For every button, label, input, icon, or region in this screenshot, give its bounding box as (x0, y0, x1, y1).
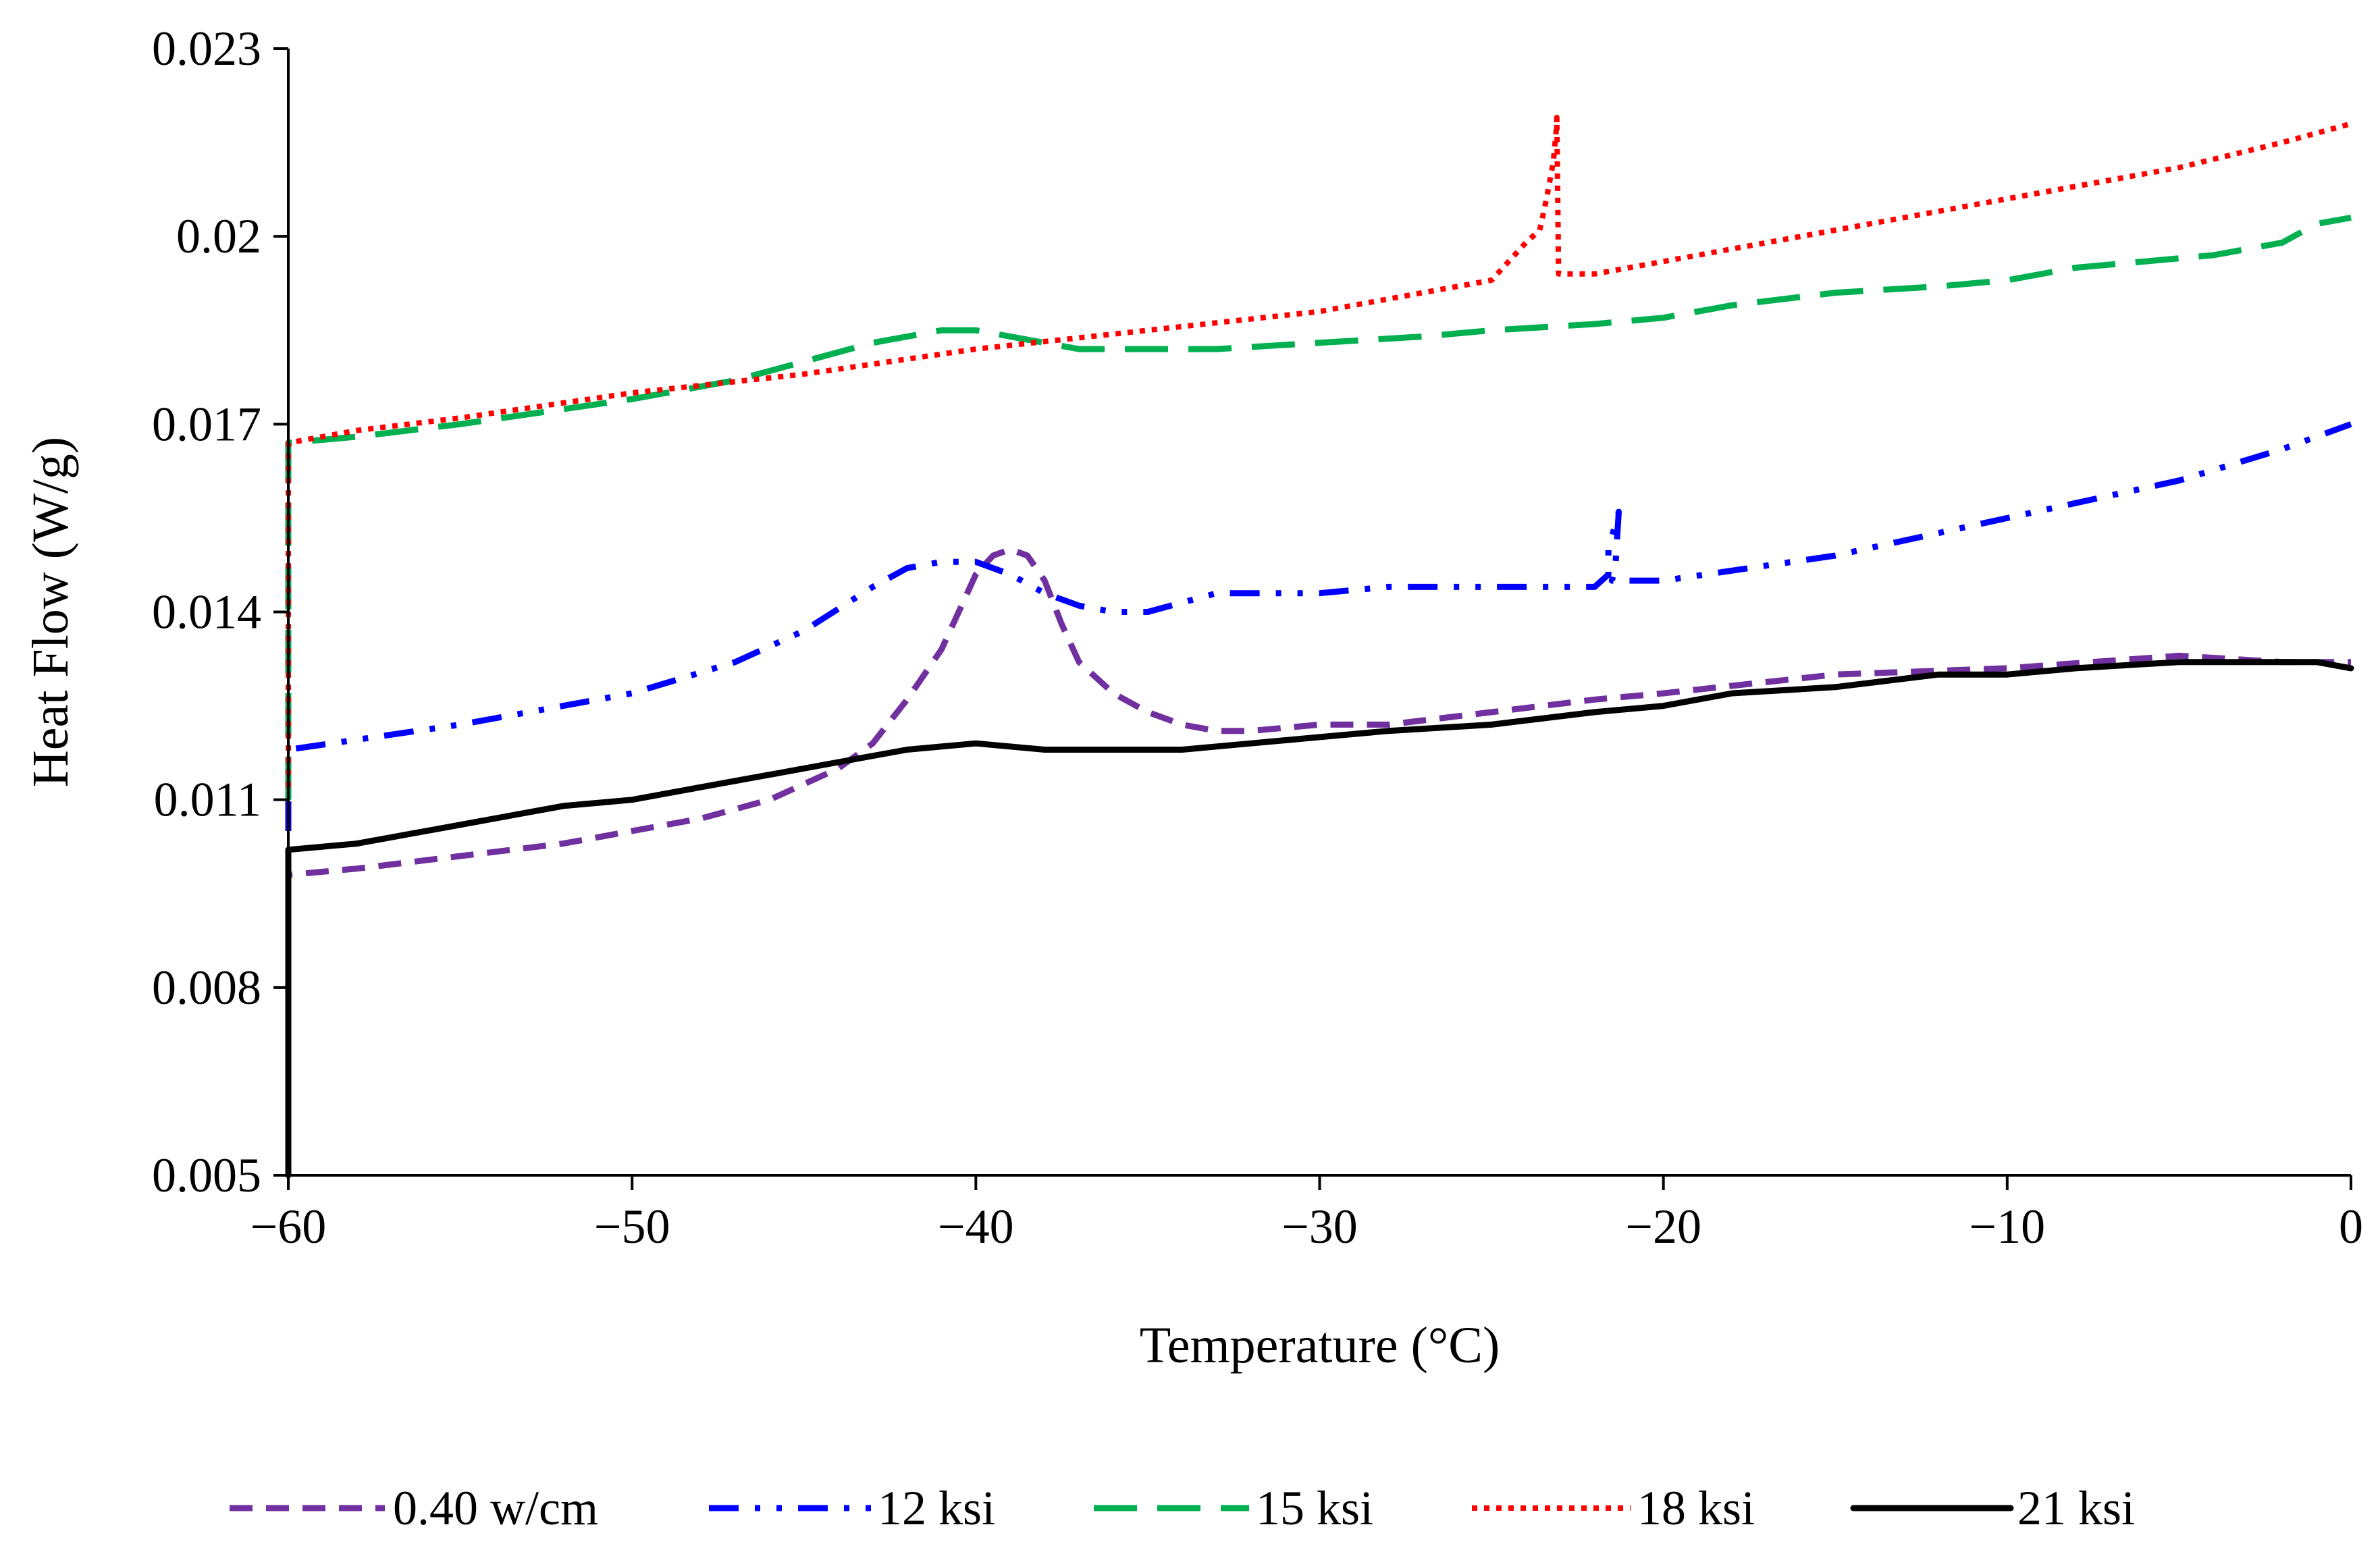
legend: 0.40 w/cm 12 ksi 15 ksi 18 ksi 21 ksi (230, 1481, 2135, 1535)
y-axis-ticks: 0.005 0.008 0.011 0.014 0.017 0.02 0.023 (152, 22, 288, 1202)
legend-label-5: 21 ksi (2017, 1481, 2135, 1535)
y-tick-label: 0.008 (152, 961, 261, 1015)
series-line-2 (285, 421, 2352, 831)
y-tick-label: 0.005 (152, 1148, 261, 1202)
legend-label-2: 12 ksi (878, 1481, 995, 1535)
y-tick-label: 0.02 (176, 209, 261, 263)
x-axis-ticks: −60 −50 −40 −30 −20 −10 0 (250, 1175, 2363, 1254)
y-tick-label: 0.014 (152, 585, 261, 639)
series-line-1 (285, 546, 2351, 894)
x-tick-label: −20 (1625, 1200, 1701, 1254)
plot-area: 0.005 0.008 0.011 0.014 0.017 0.02 0.023 −60 −5… (152, 22, 2363, 1254)
legend-label-4: 18 ksi (1637, 1481, 1755, 1535)
x-tick-label: −40 (938, 1200, 1014, 1254)
series-line-5 (285, 659, 2354, 1179)
y-tick-label: 0.011 (154, 773, 261, 827)
x-axis-title: Temperature (°C) (1140, 1317, 1500, 1374)
y-axis-title: Heat Flow (W/g) (22, 437, 79, 787)
x-tick-label: 0 (2339, 1200, 2363, 1254)
series-layer (285, 115, 2354, 1179)
x-tick-label: −60 (250, 1200, 327, 1254)
y-tick-label: 0.023 (152, 22, 261, 76)
y-tick-label: 0.017 (152, 397, 261, 451)
x-tick-label: −30 (1281, 1200, 1358, 1254)
series-line-4 (286, 115, 2352, 788)
x-tick-label: −50 (594, 1200, 670, 1254)
legend-label-1: 0.40 w/cm (393, 1481, 598, 1535)
series-line-3 (285, 214, 2352, 800)
x-tick-label: −10 (1969, 1200, 2046, 1254)
legend-label-3: 15 ksi (1256, 1481, 1373, 1535)
